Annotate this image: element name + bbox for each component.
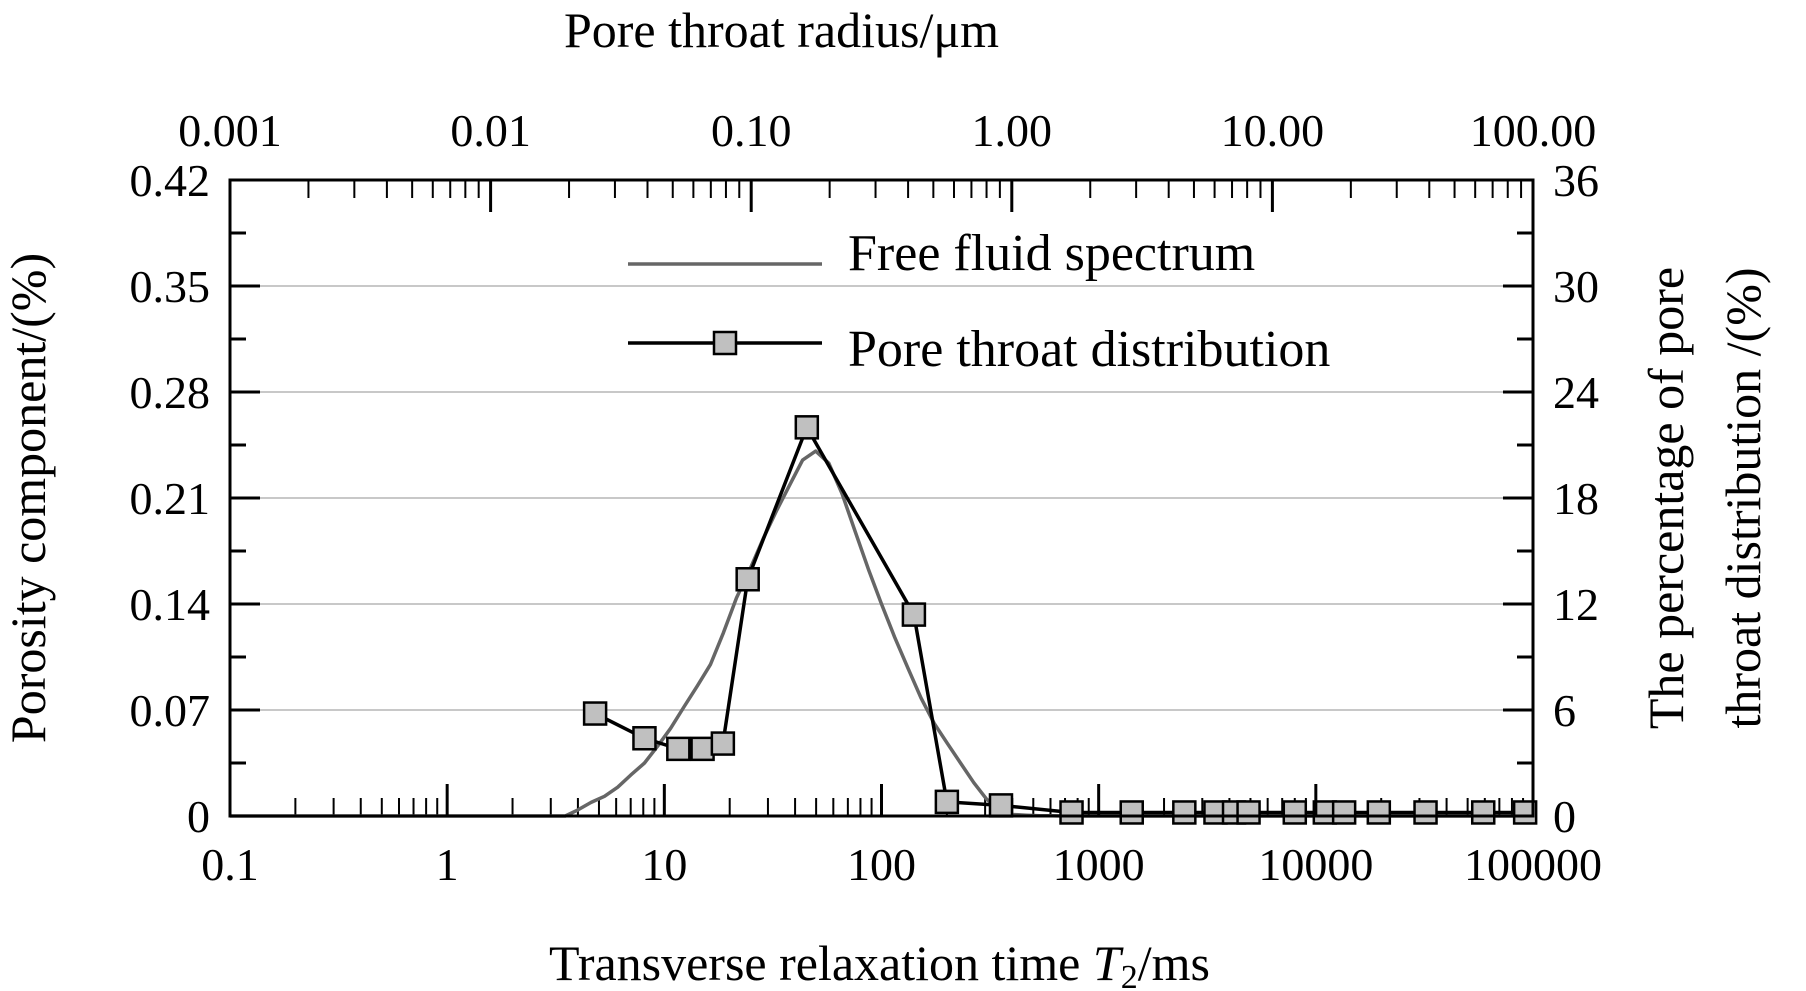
pore-throat-point bbox=[901, 602, 927, 627]
pore-throat-point bbox=[735, 567, 760, 592]
x-tick-label: 0.1 bbox=[201, 839, 259, 890]
y-axis-title: Porosity component/(%) bbox=[0, 253, 56, 743]
y2-tick-label: 18 bbox=[1553, 473, 1599, 524]
tick-labels: 0 0 0.07 6 0.14 12 0.21 18 0.28 24 0.35 30 0.42 36 0.1… bbox=[130, 105, 1603, 890]
major-ticks bbox=[228, 178, 1535, 818]
pore-throat-point bbox=[1059, 800, 1084, 825]
pore-throat-point bbox=[1282, 800, 1308, 825]
legend-marker-pore-throat bbox=[712, 330, 738, 356]
pore-throat-point bbox=[1413, 800, 1438, 825]
pore-throat-point bbox=[632, 726, 657, 751]
x-tick-label: 1000 bbox=[1053, 839, 1145, 890]
series-layer bbox=[230, 415, 1538, 825]
pore-throat-point bbox=[1172, 800, 1197, 825]
right-axis-title-line2: throat distribution /(%) bbox=[1715, 267, 1771, 728]
x-tick-label: 100000 bbox=[1464, 839, 1602, 890]
pore-throat-point bbox=[582, 701, 608, 726]
y-tick-label: 0.14 bbox=[130, 579, 211, 630]
y-tick-label: 0.35 bbox=[130, 261, 211, 312]
pore-throat-point bbox=[666, 736, 691, 762]
legend-label-pore-throat: Pore throat distribution bbox=[848, 321, 1330, 378]
x2-tick-label: 1.00 bbox=[972, 105, 1053, 156]
pore-throat-point bbox=[710, 731, 736, 756]
pore-throat-point bbox=[934, 789, 960, 815]
y2-tick-label: 12 bbox=[1553, 579, 1599, 630]
pore-throat-point bbox=[1119, 800, 1144, 825]
right-axis-title-line1: The percentage of pore bbox=[1638, 267, 1694, 729]
legend-label-free-fluid: Free fluid spectrum bbox=[848, 225, 1255, 282]
x-axis-title: Transverse relaxation time T2/ms bbox=[549, 935, 1210, 991]
pore-throat-point bbox=[1512, 800, 1538, 825]
series-free-fluid-spectrum bbox=[230, 449, 1533, 818]
pore-throat-point bbox=[690, 736, 715, 762]
y2-tick-label: 6 bbox=[1553, 685, 1576, 736]
pore-throat-point bbox=[1366, 800, 1392, 825]
y2-tick-label: 0 bbox=[1553, 791, 1576, 842]
x-tick-label: 10000 bbox=[1258, 839, 1373, 890]
y-tick-label: 0.21 bbox=[130, 473, 211, 524]
pore-throat-point bbox=[1331, 800, 1357, 825]
y2-tick-label: 24 bbox=[1553, 367, 1599, 418]
x2-tick-label: 100.00 bbox=[1470, 105, 1597, 156]
x2-tick-label: 0.001 bbox=[178, 105, 282, 156]
x-tick-label: 100 bbox=[847, 839, 916, 890]
pore-throat-point bbox=[1470, 800, 1496, 825]
x2-tick-label: 0.01 bbox=[450, 105, 531, 156]
y2-tick-label: 30 bbox=[1553, 261, 1599, 312]
x-tick-label: 1 bbox=[436, 839, 459, 890]
pore-throat-point bbox=[988, 793, 1014, 818]
top-axis-title: Pore throat radius/μm bbox=[564, 2, 999, 58]
y-tick-label: 0.28 bbox=[130, 367, 211, 418]
y2-tick-label: 36 bbox=[1553, 155, 1599, 206]
pore-throat-point bbox=[794, 415, 820, 440]
y-tick-label: 0.42 bbox=[130, 155, 211, 206]
legend: Free fluid spectrum Pore throat distribu… bbox=[628, 225, 1330, 378]
x-tick-label: 10 bbox=[641, 839, 687, 890]
grid-lines bbox=[230, 285, 1533, 711]
y-tick-label: 0.07 bbox=[130, 685, 211, 736]
y-tick-label: 0 bbox=[187, 791, 210, 842]
pore-throat-point bbox=[1236, 800, 1261, 825]
x2-tick-label: 10.00 bbox=[1221, 105, 1325, 156]
x2-tick-label: 0.10 bbox=[711, 105, 792, 156]
